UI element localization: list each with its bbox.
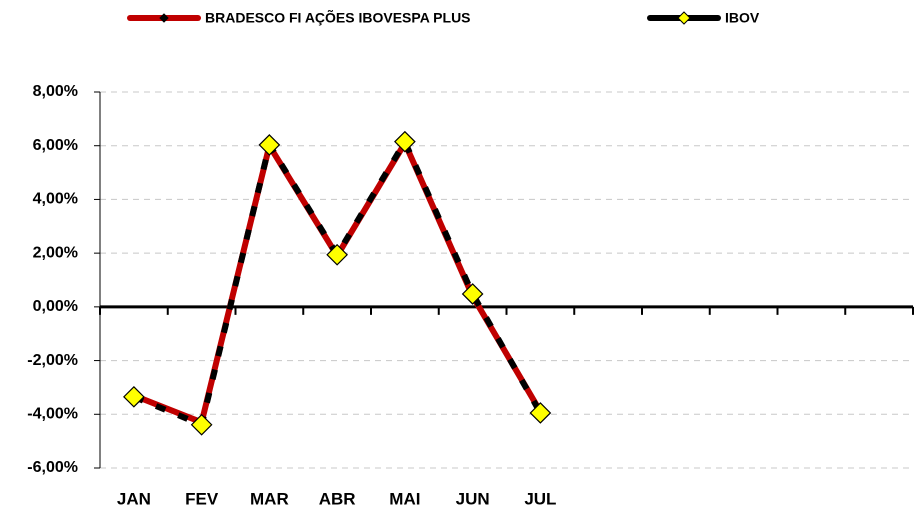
point-marker xyxy=(258,134,281,156)
y-tick-label: -6,00% xyxy=(27,459,78,476)
point-marker xyxy=(326,243,348,266)
x-tick-label: MAI xyxy=(389,489,420,508)
legend-marker xyxy=(677,11,691,25)
y-tick-label: -4,00% xyxy=(27,406,78,423)
x-tick-label: ABR xyxy=(319,489,356,508)
point-marker xyxy=(394,130,416,153)
x-tick-label: MAR xyxy=(250,489,289,508)
legend-label: IBOV xyxy=(725,10,760,26)
x-tick-label: JAN xyxy=(117,489,151,508)
legend-label: BRADESCO FI AÇÕES IBOVESPA PLUS xyxy=(205,9,471,26)
point-marker xyxy=(190,413,213,436)
x-tick-label: JUL xyxy=(524,489,556,508)
y-tick-label: 4,00% xyxy=(33,191,78,208)
legend-marker xyxy=(159,13,169,23)
point-marker xyxy=(461,283,484,305)
y-tick-label: 6,00% xyxy=(33,137,78,154)
x-tick-label: JUN xyxy=(456,489,490,508)
y-tick-label: 0,00% xyxy=(33,298,78,315)
x-tick-label: FEV xyxy=(185,489,219,508)
series-line xyxy=(132,138,543,428)
series-line xyxy=(132,140,543,426)
point-marker xyxy=(529,402,552,424)
y-tick-label: 8,00% xyxy=(33,83,78,100)
point-marker xyxy=(123,385,145,408)
y-tick-label: -2,00% xyxy=(27,352,78,369)
y-tick-label: 2,00% xyxy=(33,244,78,261)
